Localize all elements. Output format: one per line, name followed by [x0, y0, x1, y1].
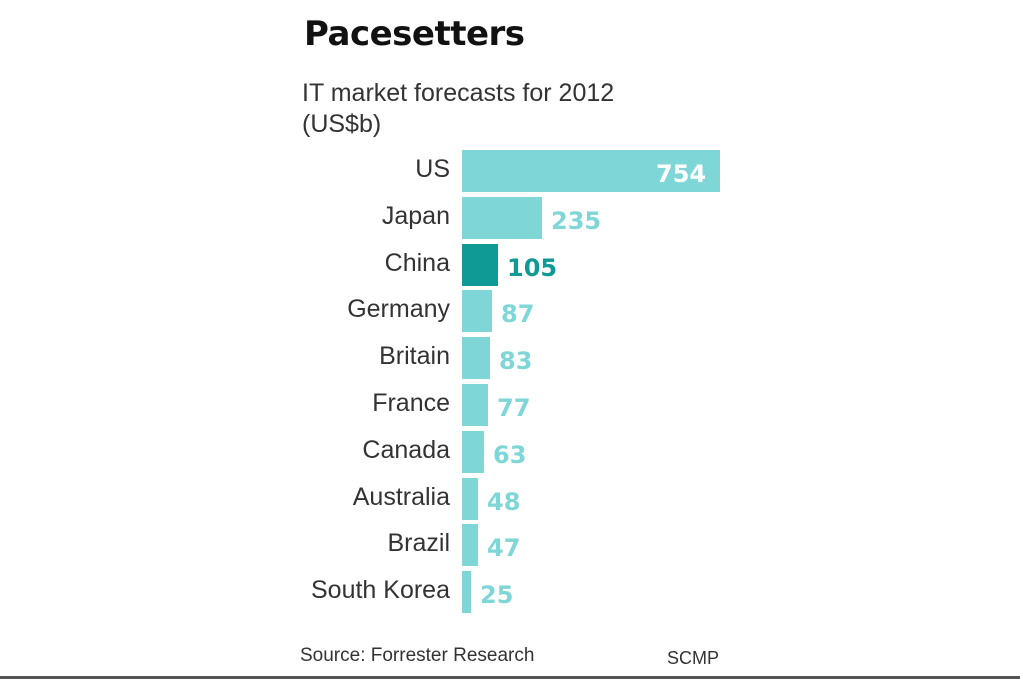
- bottom-rule: [0, 676, 1020, 679]
- bar: [462, 524, 478, 567]
- category-label: Australia: [352, 482, 450, 511]
- bar: [462, 290, 492, 333]
- category-label: Japan: [381, 201, 450, 230]
- category-label: France: [372, 389, 450, 417]
- value-label: 63: [493, 440, 527, 469]
- bar: [462, 384, 488, 426]
- bar: [462, 337, 490, 380]
- bar-row: China 105: [0, 243, 1020, 290]
- source-note: Source: Forrester Research: [300, 645, 535, 666]
- credit-label: SCMP: [667, 648, 720, 668]
- chart-title: Pacesetters: [304, 14, 525, 54]
- bar: [462, 477, 478, 520]
- category-label: Britain: [379, 342, 450, 371]
- bar-row: Britain 83: [0, 337, 1020, 383]
- bar: [462, 196, 542, 239]
- value-label: 48: [487, 487, 521, 516]
- category-label: Brazil: [387, 529, 450, 558]
- bar-row: Brazil 47: [0, 524, 1020, 570]
- value-label: 83: [499, 347, 533, 376]
- subtitle-line-2: (US$b): [302, 110, 382, 138]
- bar-row: Australia 48: [0, 477, 1020, 524]
- subtitle-line-1: IT market forecasts for 2012: [302, 79, 615, 107]
- value-label: 47: [487, 534, 521, 563]
- bar: [462, 243, 498, 286]
- category-label: China: [384, 248, 450, 277]
- category-label: Germany: [347, 295, 450, 324]
- value-label: 25: [480, 581, 514, 610]
- bar-row: Japan 235: [0, 196, 1020, 243]
- value-label: 235: [551, 206, 602, 235]
- category-label: South Korea: [311, 576, 450, 605]
- category-label: Canada: [362, 435, 450, 464]
- bar-row: South Korea 25: [0, 571, 1020, 617]
- bar-row: Germany 87: [0, 290, 1020, 336]
- bar-row: Canada 63: [0, 430, 1020, 477]
- chart-subtitle: IT market forecasts for 2012 (US$b): [302, 78, 614, 140]
- bar: [462, 150, 720, 192]
- value-label: 754: [656, 160, 707, 188]
- bar: [462, 430, 484, 473]
- value-label: 105: [507, 253, 558, 282]
- category-label: US: [415, 155, 450, 183]
- bar-row: US 754: [0, 150, 1020, 196]
- bar-row: France 77: [0, 384, 1020, 430]
- bar: [462, 571, 471, 614]
- value-label: 87: [501, 300, 535, 329]
- value-label: 77: [497, 394, 531, 422]
